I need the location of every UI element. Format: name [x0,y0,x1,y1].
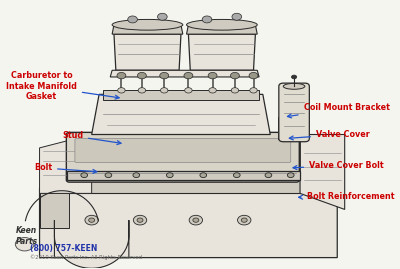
Circle shape [184,72,193,79]
Circle shape [189,215,202,225]
Polygon shape [40,134,92,193]
Circle shape [85,215,98,225]
Circle shape [234,173,240,178]
Circle shape [193,218,199,222]
Polygon shape [300,134,345,210]
Text: Bolt: Bolt [34,164,97,173]
Circle shape [209,88,216,93]
Text: Stud: Stud [62,131,121,144]
Text: Carburetor to
Intake Manifold
Gasket: Carburetor to Intake Manifold Gasket [6,72,119,101]
Circle shape [166,173,173,178]
Text: Bolt Reinforcement: Bolt Reinforcement [299,192,394,201]
Polygon shape [68,134,300,180]
Circle shape [208,72,217,79]
Text: Coil Mount Bracket: Coil Mount Bracket [288,103,390,118]
Circle shape [238,215,251,225]
Polygon shape [110,70,259,77]
Polygon shape [114,34,181,70]
Circle shape [117,72,126,79]
Circle shape [133,215,147,225]
Circle shape [118,88,125,93]
Circle shape [81,173,88,178]
Polygon shape [66,180,300,193]
Ellipse shape [186,19,257,30]
Circle shape [250,88,257,93]
Polygon shape [103,90,259,100]
Circle shape [200,173,207,178]
Circle shape [287,173,294,178]
Circle shape [160,88,168,93]
Polygon shape [68,171,300,180]
Polygon shape [188,34,255,70]
Circle shape [137,218,143,222]
Circle shape [133,173,140,178]
Text: (800) 757-KEEN: (800) 757-KEEN [30,244,98,253]
Circle shape [231,88,239,93]
Circle shape [15,238,34,251]
Circle shape [232,13,242,20]
Circle shape [158,13,167,20]
Circle shape [292,75,297,79]
FancyBboxPatch shape [66,132,299,182]
Polygon shape [112,25,183,34]
FancyBboxPatch shape [75,139,291,162]
Circle shape [185,88,192,93]
Circle shape [241,218,247,222]
Text: Keen
Parts: Keen Parts [15,226,38,246]
Text: Valve Cover: Valve Cover [289,130,370,140]
Circle shape [105,173,112,178]
Circle shape [138,88,146,93]
FancyBboxPatch shape [279,83,309,142]
Ellipse shape [112,19,183,30]
Polygon shape [92,94,270,134]
Polygon shape [186,25,257,34]
Polygon shape [40,193,69,228]
Circle shape [160,72,169,79]
Circle shape [128,16,138,23]
Circle shape [265,173,272,178]
Circle shape [202,16,212,23]
Text: ©2010 Keen Parts Inc. All Rights Reserved: ©2010 Keen Parts Inc. All Rights Reserve… [30,254,142,260]
Text: Valve Cover Bolt: Valve Cover Bolt [293,161,384,170]
Circle shape [138,72,146,79]
Polygon shape [40,183,337,258]
Circle shape [230,72,239,79]
Circle shape [249,72,258,79]
Circle shape [89,218,95,222]
Polygon shape [278,117,285,139]
Ellipse shape [283,83,305,89]
Polygon shape [54,220,129,268]
